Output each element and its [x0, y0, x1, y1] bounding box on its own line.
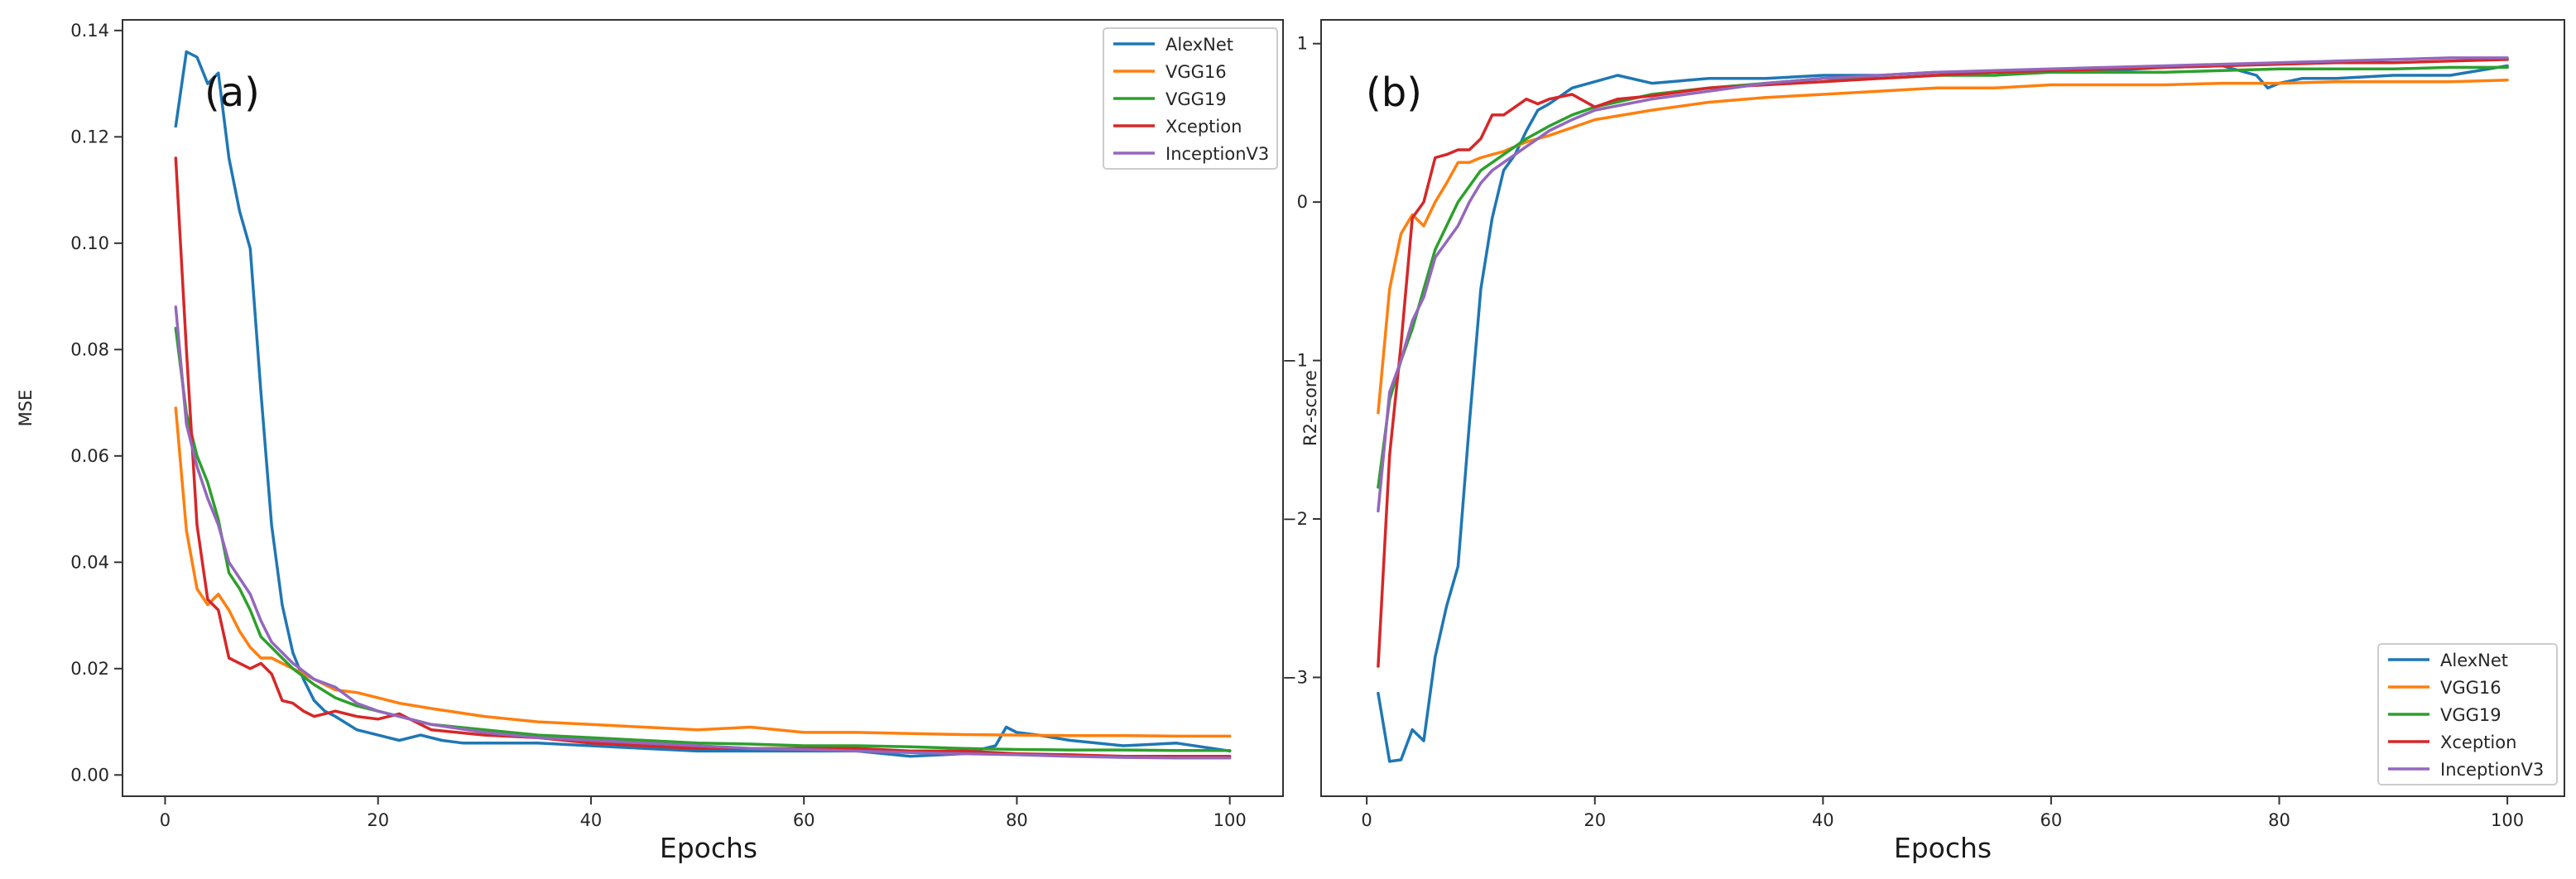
legend-label: Xception [1165, 117, 1242, 137]
series-line-vgg16 [1377, 78, 2509, 415]
legend-label: VGG16 [1165, 62, 1227, 82]
y-axis-label-a: MSE [16, 390, 36, 427]
x-tick-label: 80 [2268, 810, 2290, 830]
series-line-inceptionv3 [1377, 56, 2509, 513]
panel-b: 0 20 40 60 80 100 1 0 −1 −2 −3 (b) R2-score Epochs… [1282, 19, 2565, 864]
legend-entry: InceptionV3 [2388, 760, 2544, 780]
legend-entry: AlexNet [2388, 651, 2508, 670]
x-tick-label: 0 [160, 810, 171, 830]
legend-label: Xception [2440, 732, 2516, 752]
legend-label: VGG19 [1165, 89, 1227, 109]
legend-label: AlexNet [2440, 651, 2508, 670]
y-tick-label: 0 [1297, 192, 1308, 212]
y-tick-label: 1 [1297, 34, 1308, 54]
y-tick-label: −2 [1282, 509, 1308, 529]
y-tick-label: 0.02 [70, 659, 109, 679]
legend-entry: VGG16 [1113, 62, 1227, 82]
series-line-alexnet [1377, 64, 2509, 763]
panel-label-b: (b) [1366, 70, 1422, 116]
legend-box-a [1103, 27, 1278, 170]
x-tick-label: 40 [1812, 810, 1834, 830]
y-tick-label: 0.12 [70, 127, 109, 146]
x-tick-label: 0 [1361, 810, 1372, 830]
y-tick-label: 0.10 [70, 233, 109, 253]
series-line-vgg19 [1377, 65, 2509, 489]
series-line-xception [1377, 58, 2509, 668]
legend-entry: VGG19 [1113, 89, 1227, 109]
legend-label: InceptionV3 [2440, 760, 2544, 780]
series-line-xception [174, 156, 1232, 758]
legend-entry: AlexNet [1113, 35, 1233, 55]
legend-b: AlexNet VGG16 VGG19 Xception InceptionV3 [2377, 643, 2558, 785]
legend-label: VGG19 [2440, 705, 2502, 725]
y-tick-label: 0.08 [70, 339, 109, 359]
y-tick-label: 0.14 [70, 21, 109, 41]
legend-a: AlexNet VGG16 VGG19 Xception InceptionV3 [1103, 27, 1278, 170]
series-layer-b [1377, 56, 2509, 763]
x-axis-label-b: Epochs [1894, 832, 1992, 864]
legend-entry: Xception [1113, 117, 1242, 137]
series-line-vgg16 [174, 406, 1232, 738]
x-tick-label: 80 [1006, 810, 1028, 830]
y-tick-label: −3 [1282, 667, 1308, 687]
y-tick-label: −1 [1282, 351, 1308, 371]
plot-frame-b [1320, 19, 2565, 797]
y-axis-label-b: R2-score [1300, 370, 1320, 446]
y-tick-label: 0.04 [70, 552, 109, 572]
x-tick-label: 60 [2040, 810, 2063, 830]
series-line-inceptionv3 [174, 305, 1232, 760]
legend-label: VGG16 [2440, 678, 2502, 698]
y-tick-label: 0.06 [70, 446, 109, 466]
x-tick-label: 40 [580, 810, 603, 830]
series-layer-a [174, 50, 1232, 760]
legend-entry: VGG19 [2388, 705, 2502, 725]
x-tick-label: 20 [367, 810, 389, 830]
y-tick-label: 0.00 [70, 765, 109, 785]
x-tick-label: 100 [1214, 810, 1247, 830]
panel-label-a: (a) [204, 70, 260, 116]
legend-label: InceptionV3 [1165, 144, 1269, 164]
legend-entry: InceptionV3 [1113, 144, 1269, 164]
x-tick-label: 60 [793, 810, 815, 830]
plot-frame-a [122, 19, 1284, 797]
x-tick-label: 100 [2491, 810, 2524, 830]
series-line-alexnet [174, 50, 1232, 758]
legend-label: AlexNet [1165, 35, 1233, 55]
ticks-layer-b: 0 20 40 60 80 100 1 0 −1 −2 −3 [1282, 34, 2524, 830]
x-tick-label: 20 [1584, 810, 1606, 830]
x-axis-label-a: Epochs [660, 832, 757, 864]
panel-a: 0 20 40 60 80 100 0.00 0.02 0.04 0.06 0.08 0.10 0.12… [16, 19, 1284, 864]
legend-box-b [2377, 643, 2558, 785]
legend-entry: Xception [2388, 732, 2516, 752]
ticks-layer-a: 0 20 40 60 80 100 0.00 0.02 0.04 0.06 0.08 0.10 0.12… [70, 21, 1247, 830]
legend-entry: VGG16 [2388, 678, 2502, 698]
